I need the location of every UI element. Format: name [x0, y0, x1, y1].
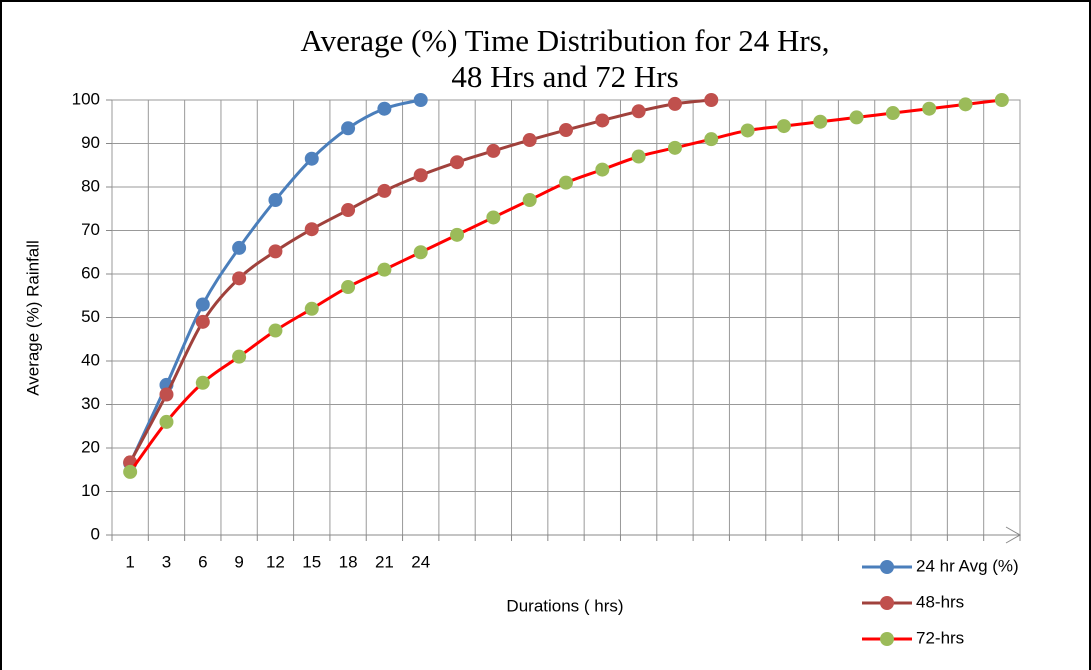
legend-marker: [880, 632, 894, 646]
data-point: [304, 151, 319, 166]
data-point: [486, 143, 501, 158]
data-point: [377, 101, 392, 116]
y-tick-label: 20: [81, 437, 100, 456]
x-tick-label: 12: [266, 552, 285, 571]
y-tick-label: 40: [81, 350, 100, 369]
data-point: [195, 314, 210, 329]
chart-title: Average (%) Time Distribution for 24 Hrs…: [301, 23, 830, 58]
x-tick-label: 24: [411, 552, 430, 571]
data-point: [450, 227, 465, 242]
x-tick-label: 9: [234, 552, 243, 571]
data-point: [667, 96, 682, 111]
x-axis-title: Durations ( hrs): [506, 596, 623, 615]
data-point: [413, 245, 428, 260]
data-point: [159, 387, 174, 402]
x-axis-arrow: [1005, 526, 1022, 544]
data-point: [413, 168, 428, 183]
legend-label: 48-hrs: [916, 592, 964, 611]
y-tick-label: 30: [81, 394, 100, 413]
data-point: [341, 280, 356, 295]
y-tick-label: 10: [81, 481, 100, 500]
data-point: [486, 210, 501, 225]
data-point: [849, 110, 864, 125]
data-point: [123, 464, 138, 479]
y-tick-label: 90: [81, 133, 100, 152]
chart-title: 48 Hrs and 72 Hrs: [451, 59, 678, 94]
data-point: [631, 104, 646, 119]
y-tick-label: 100: [72, 89, 100, 108]
series-line: [128, 98, 1003, 473]
y-tick-label: 50: [81, 307, 100, 326]
data-point: [522, 133, 537, 148]
data-point: [377, 183, 392, 198]
data-point: [304, 222, 319, 237]
data-point: [304, 301, 319, 316]
y-tick-label: 80: [81, 176, 100, 195]
legend-label: 72-hrs: [916, 628, 964, 647]
data-point: [885, 106, 900, 121]
x-tick-label: 21: [375, 552, 394, 571]
x-tick-label: 15: [302, 552, 321, 571]
data-point: [159, 414, 174, 429]
data-point: [195, 375, 210, 390]
data-point: [232, 240, 247, 255]
data-point: [341, 121, 356, 136]
data-point: [559, 175, 573, 190]
data-point: [958, 97, 973, 112]
data-point: [195, 297, 210, 312]
y-axis-title: Average (%) Rainfall: [23, 240, 42, 396]
data-point: [377, 262, 392, 277]
data-point: [994, 93, 1009, 107]
data-point: [704, 93, 719, 107]
legend-label: 24 hr Avg (%): [916, 556, 1019, 575]
data-point: [595, 113, 610, 128]
y-tick-label: 0: [91, 524, 100, 543]
data-point: [341, 203, 356, 218]
data-point: [595, 162, 610, 177]
data-point: [922, 101, 937, 116]
data-point: [704, 132, 719, 147]
x-tick-label: 1: [125, 552, 134, 571]
data-point: [268, 244, 283, 259]
data-point: [776, 119, 791, 134]
data-point: [232, 349, 247, 364]
data-point: [813, 114, 828, 129]
x-tick-label: 18: [339, 552, 358, 571]
y-tick-label: 70: [81, 220, 100, 239]
data-point: [268, 323, 283, 338]
legend-marker: [880, 596, 894, 610]
data-point: [667, 140, 682, 155]
series-line: [128, 98, 422, 464]
data-point: [232, 271, 247, 286]
x-tick-label: 6: [198, 552, 207, 571]
data-point: [268, 193, 283, 208]
y-tick-label: 60: [81, 263, 100, 282]
legend-marker: [880, 560, 894, 574]
data-point: [413, 93, 428, 107]
data-point: [631, 149, 646, 164]
x-tick-label: 3: [162, 552, 171, 571]
data-point: [559, 123, 573, 138]
data-point: [450, 155, 465, 170]
data-point: [740, 123, 755, 138]
data-point: [522, 193, 537, 208]
